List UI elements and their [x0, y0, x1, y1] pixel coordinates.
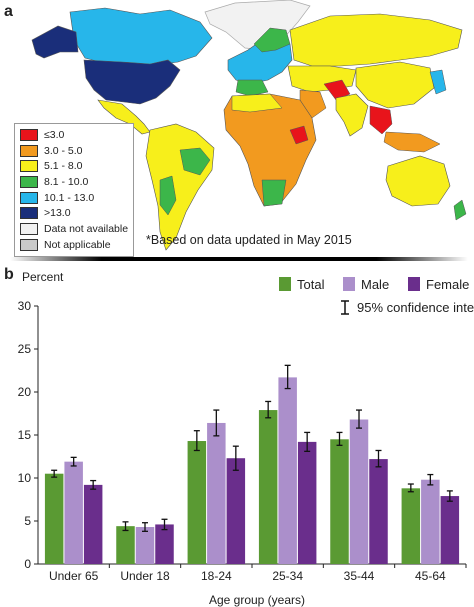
bar-female	[83, 484, 103, 564]
bar-chart: Percent 0 5 10 15 20 25 30 Under 65 Under 18 18-2…	[18, 270, 474, 607]
bar-female	[369, 459, 388, 564]
bar-male	[278, 377, 297, 564]
bar-male	[207, 422, 226, 564]
legend-label-female: Female	[426, 277, 469, 292]
legend-swatch	[20, 222, 38, 235]
map-legend-item: Data not available	[20, 221, 128, 237]
chart-legend: Total Male Female 95% confidence interval	[279, 277, 474, 315]
x-tick-label: Under 65	[49, 569, 99, 583]
y-tick-label: 10	[18, 471, 32, 485]
legend-label-total: Total	[297, 277, 325, 292]
y-tick-label: 30	[18, 299, 32, 313]
legend-swatch	[20, 207, 38, 220]
map-legend-item: ≤3.0	[20, 127, 128, 143]
bar-male	[64, 461, 83, 564]
chart-bars	[44, 364, 460, 564]
bar-total	[401, 488, 421, 564]
legend-swatch	[20, 238, 38, 251]
y-tick-label: 15	[18, 428, 32, 442]
legend-label-male: Male	[361, 277, 389, 292]
bar-total	[187, 441, 207, 564]
map-footnote: *Based on data updated in May 2015	[146, 233, 352, 247]
legend-swatch	[20, 144, 38, 157]
bar-female	[226, 458, 246, 564]
panel-a-label: a	[4, 3, 13, 20]
bar-female	[440, 496, 460, 564]
map-legend-item: >13.0	[20, 205, 128, 221]
world-map	[31, 0, 467, 251]
x-tick-label: 25-34	[272, 569, 303, 583]
x-tick-label: 18-24	[201, 569, 232, 583]
bar-total	[330, 439, 349, 564]
y-tick-label: 25	[18, 342, 32, 356]
x-tick-label: Under 18	[120, 569, 170, 583]
panel-divider	[10, 257, 468, 261]
bar-total	[44, 473, 64, 564]
ci-legend-label: 95% confidence interval	[357, 300, 474, 315]
legend-swatch	[20, 160, 38, 173]
legend-swatch	[20, 191, 38, 204]
y-tick-label: 5	[24, 514, 31, 528]
bar-male	[349, 419, 369, 564]
map-legend-item: 10.1 - 13.0	[20, 190, 128, 206]
map-legend-item: 5.1 - 8.0	[20, 158, 128, 174]
y-axis-title: Percent	[22, 270, 64, 284]
bar-total	[116, 526, 135, 564]
map-legend: ≤3.0 3.0 - 5.0 5.1 - 8.0 8.1 - 10.0 10.1…	[14, 123, 135, 257]
x-tick-label: 45-64	[415, 569, 446, 583]
panel-b-label: b	[4, 266, 14, 283]
bar-male	[135, 527, 155, 564]
legend-swatch-total	[279, 277, 291, 291]
legend-swatch	[20, 128, 38, 141]
map-legend-item: Not applicable	[20, 237, 128, 253]
bar-female	[155, 524, 174, 564]
map-legend-item: 3.0 - 5.0	[20, 143, 128, 159]
bar-female	[297, 441, 317, 564]
legend-swatch-female	[408, 277, 420, 291]
y-tick-label: 0	[24, 557, 31, 571]
legend-swatch	[20, 175, 38, 188]
legend-swatch-male	[343, 277, 355, 291]
bar-total	[258, 410, 278, 564]
x-axis-title: Age group (years)	[209, 593, 305, 607]
y-tick-label: 20	[18, 385, 32, 399]
x-tick-label: 35-44	[344, 569, 375, 583]
bar-male	[421, 479, 440, 564]
chart-axes: 0 5 10 15 20 25 30 Under 65 Under 18 18-24 25-34 35…	[18, 299, 467, 583]
map-legend-item: 8.1 - 10.0	[20, 174, 128, 190]
